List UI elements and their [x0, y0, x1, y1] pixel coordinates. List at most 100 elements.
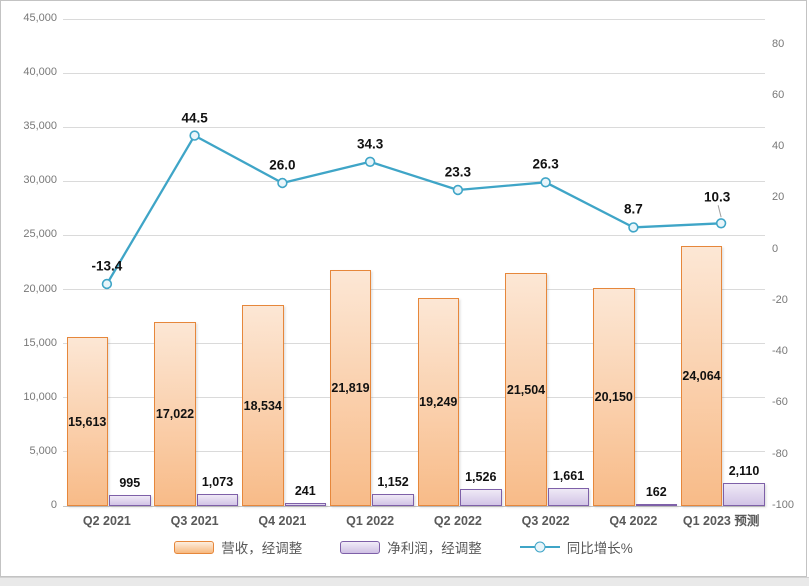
category-label: Q1 2022 [346, 514, 395, 528]
legend-item-growth[interactable]: 同比增长% [519, 537, 633, 557]
revenue-bar-label: 18,534 [243, 398, 282, 413]
net-profit-bar-label: 241 [294, 484, 316, 499]
net-profit-bar[interactable] [109, 495, 151, 506]
growth-point-label: 10.3 [703, 189, 731, 205]
revenue-bar-label: 17,022 [155, 406, 195, 421]
secondary-axis-tick: 20 [772, 191, 785, 204]
growth-line-marker[interactable] [364, 156, 376, 168]
growth-point-label: 44.5 [181, 110, 208, 126]
revenue-bar[interactable] [680, 245, 723, 506]
secondary-axis-tick: -100 [772, 499, 795, 511]
gridline [63, 397, 765, 399]
revenue-bar[interactable] [505, 273, 547, 506]
growth-line[interactable] [105, 134, 722, 285]
gridline [63, 126, 765, 128]
growth-line-marker[interactable] [540, 177, 551, 188]
net-profit-bar-label: 2,110 [728, 464, 760, 479]
revenue-bar-label: 19,249 [419, 394, 458, 409]
growth-line-marker[interactable] [277, 177, 288, 189]
legend: 营收，经调整 净利润，经调整 同比增长% [1, 537, 806, 557]
legend-label-net-profit: 净利润，经调整 [387, 541, 482, 556]
primary-axis-tick: 0 [50, 499, 57, 511]
category-label: Q4 2021 [258, 514, 307, 528]
bottom-strip [0, 577, 809, 586]
net-profit-bar[interactable] [372, 493, 414, 506]
category-label: Q2 2021 [82, 514, 131, 528]
legend-item-net-profit[interactable]: 净利润，经调整 [340, 537, 482, 557]
growth-point-label: 26.0 [269, 157, 296, 173]
primary-axis-tick: 10,000 [23, 390, 57, 403]
primary-axis-tick: 25,000 [23, 228, 57, 241]
growth-line-marker[interactable] [715, 218, 727, 229]
growth-point-label: 34.3 [356, 136, 384, 152]
revenue-bar[interactable] [154, 321, 196, 506]
revenue-bar-label: 20,150 [594, 389, 633, 404]
category-label: Q4 2022 [609, 514, 658, 528]
primary-axis-tick: 45,000 [23, 12, 57, 24]
gridline [63, 289, 765, 291]
net-profit-bar-label: 1,073 [201, 475, 234, 490]
secondary-axis-tick: 80 [772, 37, 785, 50]
revenue-bar[interactable] [593, 287, 635, 506]
net-profit-bar-label: 162 [645, 484, 667, 499]
net-profit-bar[interactable] [547, 488, 590, 506]
gridline [63, 72, 765, 74]
primary-axis-tick: 15,000 [23, 336, 57, 349]
growth-point-label: 8.7 [623, 201, 643, 217]
revenue-bar-label: 15,613 [68, 414, 107, 429]
growth-line-marker[interactable] [452, 184, 464, 196]
growth-line-marker[interactable] [101, 278, 113, 290]
legend-item-revenue[interactable]: 营收，经调整 [174, 537, 302, 557]
primary-axis-tick: 40,000 [23, 66, 57, 79]
net-profit-bar-label: 1,526 [465, 470, 497, 485]
secondary-axis-tick: -60 [772, 396, 788, 409]
revenue-bar-label: 21,819 [331, 380, 370, 395]
growth-line-marker[interactable] [628, 222, 639, 233]
net-profit-bar[interactable] [635, 503, 677, 506]
legend-label-revenue: 营收，经调整 [221, 541, 303, 556]
legend-label-growth: 同比增长% [566, 541, 633, 556]
revenue-bar-label: 24,064 [682, 368, 721, 383]
net-profit-bar[interactable] [460, 489, 502, 506]
gridline [63, 180, 765, 182]
label-leader-line [717, 205, 722, 218]
plot-area: 15,613 17,022 18,534 21,819 19,249 21,504 20,1… [63, 18, 765, 507]
net-profit-bar[interactable] [284, 503, 326, 506]
category-label: Q2 2022 [433, 514, 482, 528]
gridline [63, 343, 765, 345]
primary-axis-tick: 20,000 [23, 282, 57, 295]
net-profit-bar-label: 1,661 [552, 469, 585, 484]
net-profit-swatch-icon [340, 540, 381, 554]
net-profit-bar[interactable] [196, 494, 239, 506]
category-label: Q1 2023 预测 [682, 514, 760, 528]
net-profit-bar[interactable] [723, 483, 765, 506]
secondary-axis-tick: 40 [772, 140, 785, 153]
primary-axis-tick: 5,000 [29, 444, 57, 457]
category-label: Q3 2022 [521, 514, 570, 528]
primary-axis-tick: 35,000 [23, 120, 57, 133]
growth-line-marker[interactable] [189, 130, 200, 141]
growth-line-swatch-icon [519, 541, 560, 554]
secondary-axis-tick: -40 [772, 345, 788, 358]
gridline [63, 451, 765, 453]
revenue-swatch-icon [174, 540, 215, 554]
secondary-axis-labels: -100 -80 -60 -40 -20 0 20 40 60 80 [772, 1, 809, 586]
revenue-bar[interactable] [417, 297, 459, 506]
category-label: Q3 2021 [170, 514, 219, 528]
revenue-bar-label: 21,504 [506, 382, 546, 397]
revenue-bar[interactable] [329, 269, 372, 506]
revenue-bar[interactable] [66, 337, 108, 506]
growth-point-label: -13.4 [91, 258, 123, 274]
secondary-axis-tick: -20 [772, 293, 788, 306]
growth-point-label: 23.3 [444, 164, 472, 180]
gridline [63, 234, 765, 236]
secondary-axis-tick: 60 [772, 88, 785, 101]
category-axis-labels: Q2 2021 Q3 2021 Q4 2021 Q1 2022 Q2 2022 Q3 20… [63, 512, 765, 530]
primary-axis-labels: 0 5,000 10,000 15,000 20,000 25,000 30,000 35,0… [1, 1, 57, 586]
revenue-bar[interactable] [242, 305, 284, 506]
secondary-axis-tick: -80 [772, 447, 788, 460]
net-profit-bar-label: 1,152 [377, 474, 409, 489]
primary-axis-tick: 30,000 [23, 174, 57, 187]
